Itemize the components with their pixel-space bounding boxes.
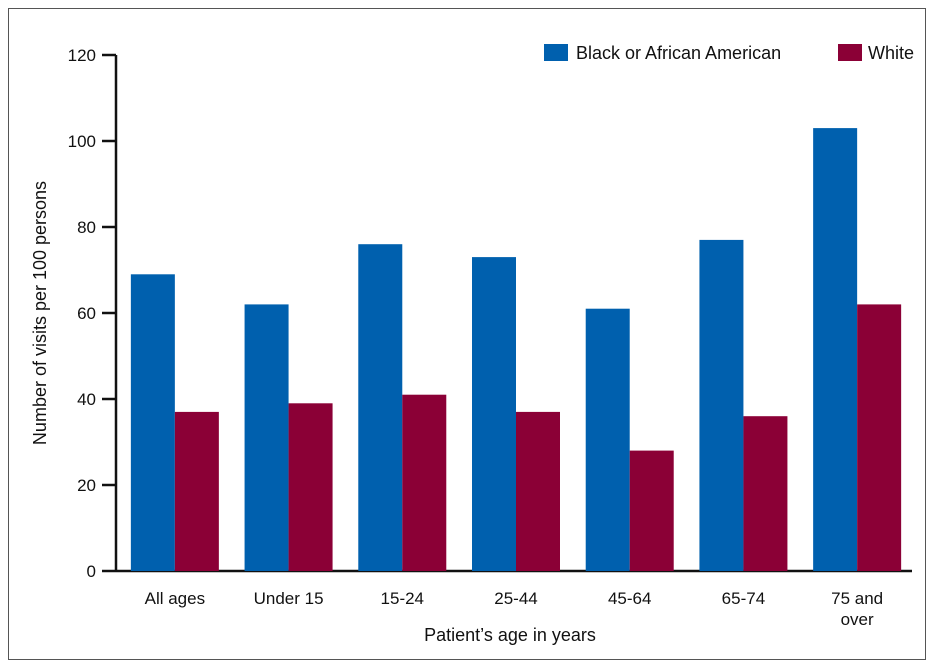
bar-black [699,239,744,571]
bar-black [472,257,516,571]
y-axis: 0 20 40 60 80 100 120 [68,46,118,581]
x-tick-label: 75 and [831,589,883,608]
y-tick-label: 40 [77,390,96,409]
bar-white [516,411,560,571]
legend-label: White [868,43,914,63]
x-tick-label: 45-64 [608,589,651,608]
bar-black [130,274,175,571]
y-tick-label: 60 [77,304,96,323]
y-tick-label: 80 [77,218,96,237]
x-tick-label: All ages [145,589,205,608]
x-tick-label: Under 15 [254,589,324,608]
x-axis-title: Patient’s age in years [424,625,596,645]
y-tick-label: 100 [68,132,96,151]
bar-white [288,403,333,571]
legend-swatch [838,44,862,61]
bars [130,128,902,571]
x-tick-label: over [841,610,874,629]
bar-white [629,450,674,571]
bar-black [813,128,858,571]
bar-black [244,304,289,571]
bar-white [402,394,447,571]
x-tick-label: 15-24 [381,589,424,608]
y-tick-label: 120 [68,46,96,65]
bar-white [743,416,788,571]
x-tick-label: 65-74 [722,589,765,608]
x-tick-label: 25-44 [494,589,537,608]
legend: Black or African American White [544,43,914,63]
x-axis: All ages Under 15 15-24 25-44 45-64 65-74 75 a… [116,569,912,629]
bar-white [857,304,902,571]
bar-black [585,308,630,571]
bar-black [358,244,403,571]
y-tick-label: 0 [87,562,96,581]
legend-label: Black or African American [576,43,781,63]
y-tick-label: 20 [77,476,96,495]
bar-white [174,411,219,571]
y-axis-title: Number of visits per 100 persons [30,181,50,445]
legend-swatch [544,44,568,61]
